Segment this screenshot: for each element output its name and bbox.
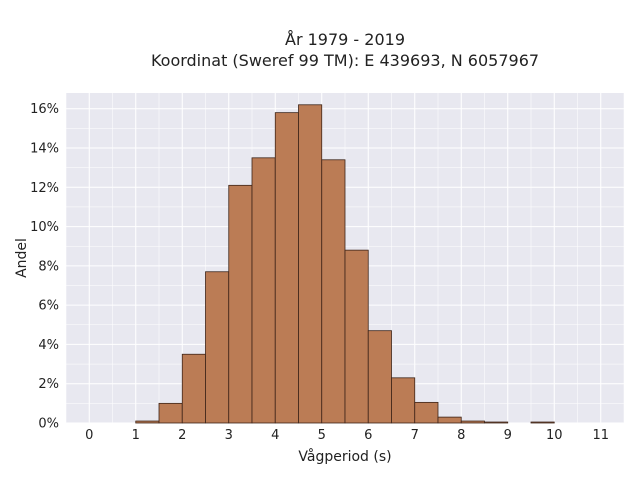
x-tick-label: 11: [592, 428, 609, 443]
y-tick-label: 8%: [38, 259, 59, 274]
y-tick-label: 4%: [38, 338, 59, 353]
y-tick-label: 12%: [30, 181, 59, 196]
histogram-bar: [437, 416, 462, 424]
x-tick-label: 9: [504, 428, 512, 443]
y-tick-label: 14%: [30, 142, 59, 157]
y-tick-label: 10%: [30, 220, 59, 235]
y-tick-label: 2%: [38, 377, 59, 392]
x-tick-label: 10: [546, 428, 563, 443]
x-tick-label: 2: [178, 428, 186, 443]
histogram-bar: [181, 353, 206, 424]
histogram-bar: [414, 401, 439, 424]
x-tick-label: 1: [132, 428, 140, 443]
y-tick-label: 0%: [38, 417, 59, 432]
x-axis-ticks: 0 1 2 3 4 5 6 7 8 9 10 11: [85, 428, 609, 443]
x-tick-label: 4: [271, 428, 279, 443]
x-tick-label: 8: [457, 428, 465, 443]
y-axis-ticks: 0% 2% 4% 6% 8% 10% 12% 14% 16%: [30, 102, 59, 431]
histogram-bar: [484, 421, 509, 424]
histogram-bar: [228, 184, 253, 424]
chart-title-line-1: År 1979 - 2019: [285, 30, 405, 49]
chart-title-line-2: Koordinat (Sweref 99 TM): E 439693, N 60…: [151, 51, 539, 70]
y-tick-label: 16%: [30, 102, 59, 117]
histogram-bar: [135, 420, 160, 424]
histogram-bar: [391, 377, 416, 424]
x-tick-label: 5: [318, 428, 326, 443]
x-tick-label: 3: [225, 428, 233, 443]
histogram-bar: [205, 271, 230, 424]
histogram-bar: [460, 420, 485, 424]
histogram-bar: [274, 112, 299, 424]
x-tick-label: 0: [85, 428, 93, 443]
x-axis-label: Vågperiod (s): [298, 448, 391, 465]
y-tick-label: 6%: [38, 299, 59, 314]
x-tick-label: 7: [411, 428, 419, 443]
gridlines: [65, 93, 625, 424]
histogram-bar: [367, 330, 392, 424]
bars: [135, 104, 555, 424]
x-tick-label: 6: [364, 428, 372, 443]
histogram-bar: [251, 157, 276, 424]
histogram-bar: [158, 402, 183, 424]
histogram-bar: [298, 104, 323, 424]
histogram-bar: [344, 249, 369, 424]
histogram-bar: [321, 159, 346, 424]
histogram-bar: [530, 421, 555, 424]
y-axis-label: Andel: [14, 238, 30, 278]
